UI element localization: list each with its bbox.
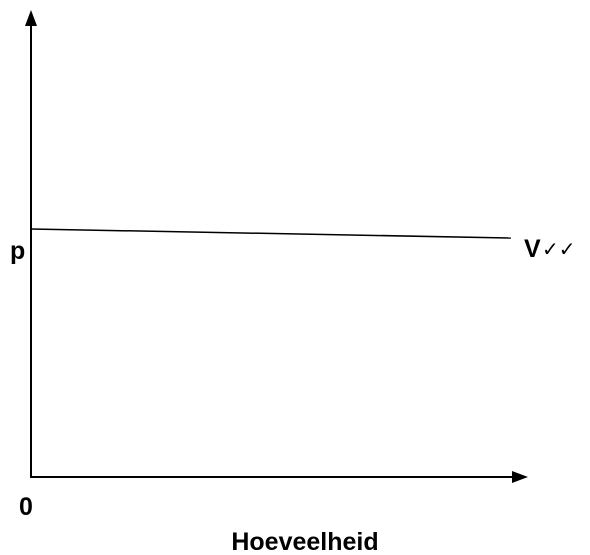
y-axis-arrow [25, 10, 37, 26]
origin-label: 0 [19, 493, 33, 521]
demand-line [30, 228, 512, 239]
x-axis-label: Hoeveelheid [231, 528, 378, 555]
curve-label: V [524, 235, 541, 263]
check-marks: ✓✓ [542, 237, 576, 261]
x-axis-arrow [512, 471, 528, 483]
price-label: p [10, 237, 25, 265]
